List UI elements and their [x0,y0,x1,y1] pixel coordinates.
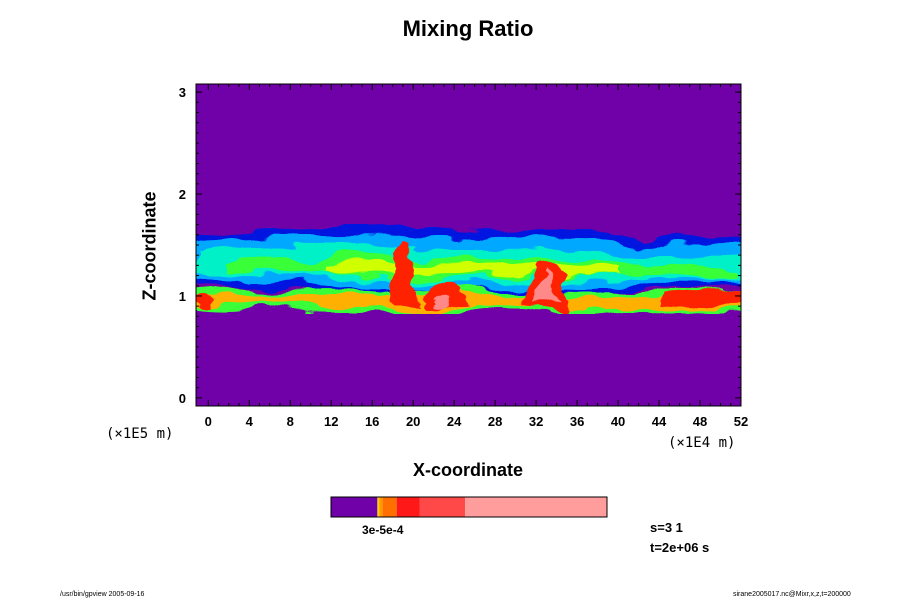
x-tick-label-6: 24 [447,414,462,429]
x-tick-label-8: 32 [529,414,543,429]
color-legend [330,496,608,518]
x-tick-label-9: 36 [570,414,584,429]
x-tick-label-3: 12 [324,414,338,429]
plume-left [196,294,215,306]
z-scale-label: (×1E5 m) [106,426,174,442]
plume-1 [390,242,418,300]
plume-right [660,294,741,305]
legend-segment-6 [465,497,607,517]
y-tick-label-3: 3 [179,85,186,100]
legend-segment-2 [379,497,383,517]
x-axis-title: X-coordinate [412,460,523,480]
info-time: t=2e+06 s [650,540,710,555]
x-tick-label-1: 4 [246,414,254,429]
legend-segment-0 [331,497,378,517]
x-tick-label-11: 44 [652,414,667,429]
legend-segment-1 [377,497,380,517]
plume-2-core [430,296,452,304]
x-scale-label: (×1E4 m) [668,435,736,451]
x-tick-label-12: 48 [693,414,707,429]
x-tick-label-2: 8 [287,414,294,429]
footer-left: /usr/bin/gpview 2005-09-16 [60,591,145,598]
y-tick-label-2: 2 [179,187,186,202]
x-tick-label-0: 0 [205,414,212,429]
x-tick-label-13: 52 [734,414,748,429]
legend-label: 3e-5e-4 [362,523,404,537]
x-tick-label-7: 28 [488,414,502,429]
y-tick-label-0: 0 [179,391,186,406]
contour-level-6 [196,293,741,309]
legend-segment-4 [396,497,420,517]
mixing-ratio-field [196,224,741,314]
legend-segment-3 [382,497,397,517]
y-tick-label-1: 1 [179,289,186,304]
info-step: s=3 1 [650,520,683,535]
y-axis-title: Z-coordinate [139,191,160,301]
x-tick-label-5: 20 [406,414,420,429]
x-tick-label-10: 40 [611,414,625,429]
legend-segment-5 [419,497,466,517]
chart-title: Mixing Ratio [402,16,534,41]
legend-frame [330,496,608,518]
plume-3-core [532,274,558,304]
x-tick-label-4: 16 [365,414,379,429]
footer-right: sirane2005017.nc@Mixr,x,z,t=200000 [733,591,851,598]
